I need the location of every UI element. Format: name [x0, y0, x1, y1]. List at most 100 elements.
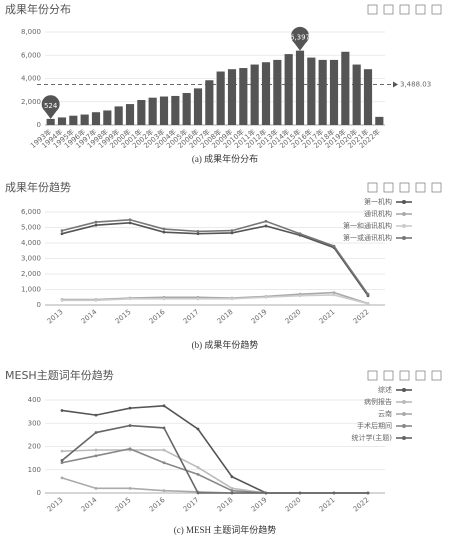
legend-label: 统计学(主题) [352, 433, 393, 442]
point [60, 461, 64, 465]
bar [182, 93, 191, 125]
point [94, 413, 98, 417]
point [60, 476, 64, 480]
bar [69, 115, 78, 125]
bar [148, 97, 157, 125]
bar [103, 110, 112, 125]
point [94, 448, 98, 452]
series-line [61, 218, 369, 295]
toolbar-icon[interactable] [415, 370, 426, 381]
bar [193, 88, 203, 125]
bar [57, 117, 67, 125]
y-tick-label: 1,000 [21, 286, 41, 294]
toolbar-icon[interactable] [431, 182, 442, 193]
legend-marker [402, 436, 406, 440]
point [162, 404, 166, 408]
bar [114, 106, 123, 125]
point [196, 229, 200, 233]
point [230, 475, 234, 479]
series-line [61, 477, 368, 494]
point [60, 298, 64, 302]
toolbar-icon[interactable] [415, 4, 426, 15]
point [332, 293, 336, 297]
value-label: 524 [44, 102, 58, 110]
point [298, 294, 302, 298]
point [94, 486, 98, 490]
bar [159, 96, 169, 125]
y-tick-label: 8,000 [21, 28, 41, 36]
point [230, 231, 234, 235]
legend-marker [402, 224, 406, 228]
point [94, 220, 98, 224]
x-tick-label: 2019 [250, 496, 269, 514]
bar [307, 57, 316, 126]
toolbar-icon[interactable] [367, 4, 378, 15]
legend-label: 手术后期间 [357, 421, 392, 430]
bar [284, 54, 293, 125]
point [94, 454, 98, 458]
toolbar-icon[interactable] [383, 182, 394, 193]
toolbar-icon[interactable] [431, 370, 442, 381]
point [128, 221, 132, 225]
bar [295, 50, 305, 126]
point [128, 297, 132, 301]
toolbar-icon[interactable] [431, 4, 442, 15]
series-line [61, 447, 368, 494]
bar [137, 100, 146, 125]
point [162, 426, 166, 430]
bar [171, 95, 180, 125]
point [366, 302, 370, 306]
toolbar-icon[interactable] [399, 370, 410, 381]
point [332, 291, 336, 294]
point [366, 491, 370, 495]
y-tick-label: 0 [37, 121, 41, 129]
point [60, 232, 64, 236]
point [196, 466, 200, 469]
point [128, 218, 132, 222]
toolbar-icon[interactable] [399, 4, 410, 15]
point [264, 219, 268, 223]
toolbar-icon[interactable] [367, 370, 378, 381]
x-tick-label: 2020 [284, 496, 303, 514]
value-label: 6,397 [290, 34, 310, 42]
point [162, 448, 166, 452]
toolbar-icon[interactable] [367, 182, 378, 193]
point [60, 449, 64, 453]
x-tick-label: 2015 [114, 496, 133, 514]
point [264, 224, 268, 228]
point [298, 232, 302, 236]
x-tick-label: 2013 [46, 308, 65, 326]
chart-title: 成果年份分布 [5, 2, 71, 16]
legend-marker [402, 412, 406, 416]
point [230, 486, 234, 490]
y-tick-label: 4,000 [21, 239, 41, 247]
point [128, 447, 132, 451]
bar [363, 69, 373, 125]
bar [352, 64, 361, 125]
toolbar-icon[interactable] [399, 182, 410, 193]
point [60, 409, 64, 412]
point [60, 459, 64, 462]
point [332, 244, 336, 248]
point [298, 491, 302, 495]
bar [318, 59, 327, 125]
x-tick-label: 2022 [352, 496, 371, 514]
mean-arrow [393, 81, 398, 88]
legend-marker [402, 200, 406, 204]
toolbar-icon[interactable] [383, 370, 394, 381]
point [366, 292, 370, 296]
point [264, 295, 268, 299]
bar [80, 114, 89, 125]
legend-label: 云南 [378, 409, 392, 418]
toolbar-icon[interactable] [415, 182, 426, 193]
point [196, 473, 200, 476]
toolbar-icon[interactable] [383, 4, 394, 15]
point [196, 427, 200, 431]
legend-marker [402, 212, 406, 216]
legend-marker [402, 400, 406, 404]
y-tick-label: 6,000 [21, 51, 41, 59]
point [162, 230, 166, 234]
bar [375, 116, 384, 125]
legend-label: 病例报告 [364, 397, 392, 406]
